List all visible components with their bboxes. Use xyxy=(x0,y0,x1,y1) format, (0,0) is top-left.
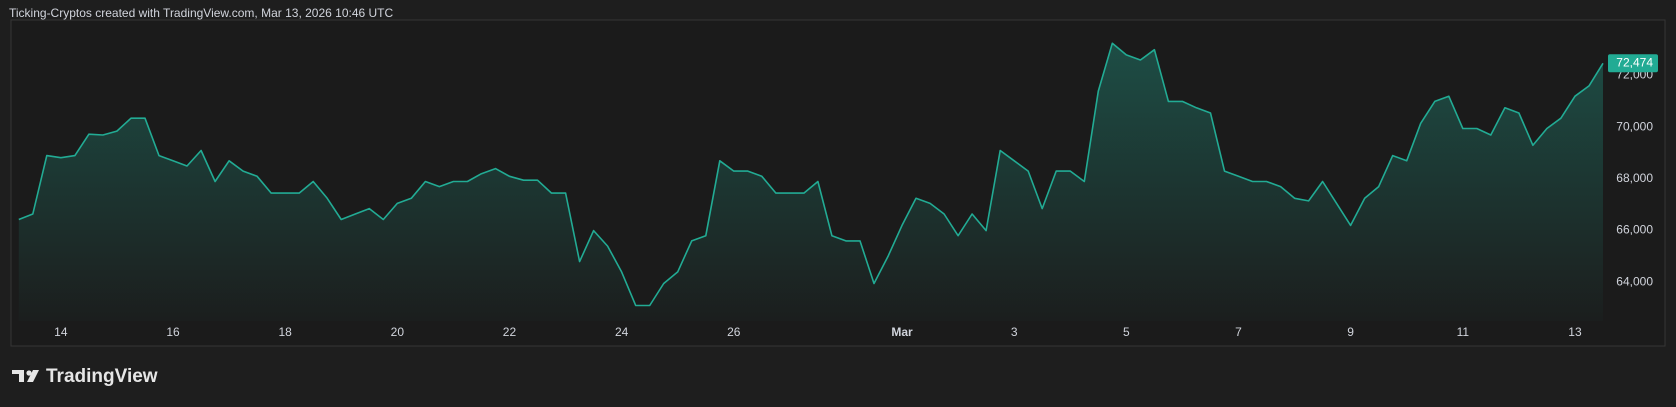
y-tick-label: 68,000 xyxy=(1616,171,1653,185)
logo: TradingView xyxy=(12,366,158,387)
x-tick-label: 20 xyxy=(391,325,405,339)
x-tick-label: 16 xyxy=(166,325,180,339)
x-tick-label: 13 xyxy=(1568,325,1582,339)
y-tick-label: 66,000 xyxy=(1616,223,1653,237)
area-fill xyxy=(18,43,1603,322)
last-price-tag xyxy=(1608,54,1658,73)
y-tick-label: 70,000 xyxy=(1616,119,1653,133)
x-tick-label: 7 xyxy=(1235,325,1242,339)
x-tick-label: 22 xyxy=(503,325,517,339)
x-tick-label: 9 xyxy=(1347,325,1354,339)
x-tick-label: 18 xyxy=(278,325,292,339)
last-price-label: 72,474 xyxy=(1616,55,1653,69)
y-tick-label: 64,000 xyxy=(1616,274,1653,288)
x-tick-label: 26 xyxy=(727,325,741,339)
x-tick-label: 11 xyxy=(1457,325,1470,339)
x-tick-label: 5 xyxy=(1123,325,1130,339)
x-tick-label: Mar xyxy=(891,325,913,339)
x-tick-label: 3 xyxy=(1011,325,1018,339)
x-tick-label: 14 xyxy=(54,325,68,339)
x-tick-label: 24 xyxy=(615,325,629,339)
price-line xyxy=(18,42,1604,307)
logo-text: TradingView xyxy=(46,366,158,387)
header: Ticking-Cryptos created with TradingView… xyxy=(9,6,394,20)
